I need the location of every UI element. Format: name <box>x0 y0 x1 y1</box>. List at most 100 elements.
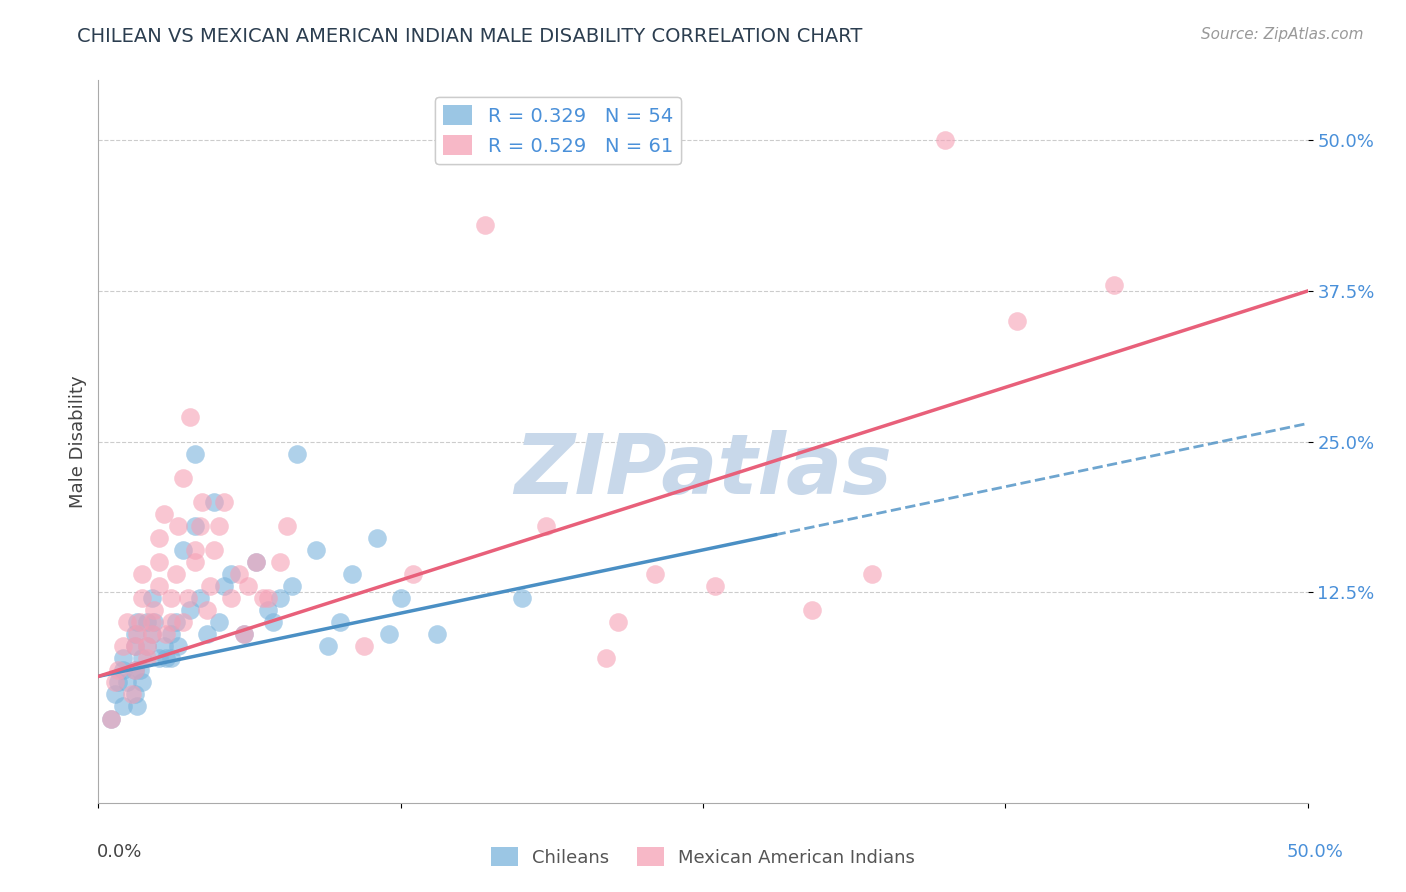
Point <box>141 627 163 641</box>
Point <box>221 591 243 606</box>
Point <box>148 555 170 569</box>
Point <box>131 567 153 582</box>
Point <box>107 675 129 690</box>
Point <box>204 542 226 557</box>
Point <box>141 615 163 630</box>
Point <box>426 627 449 641</box>
Point <box>117 675 139 690</box>
Point <box>179 410 201 425</box>
Point <box>128 664 150 678</box>
Point <box>124 687 146 701</box>
Point <box>155 651 177 665</box>
Point <box>285 447 308 461</box>
Point <box>121 687 143 701</box>
Point <box>860 567 883 582</box>
Point <box>124 639 146 653</box>
Point <box>377 627 399 641</box>
Point <box>177 591 200 606</box>
Point <box>198 579 221 593</box>
Point <box>111 639 134 653</box>
Point <box>131 675 153 690</box>
Point <box>131 591 153 606</box>
Point <box>212 494 235 508</box>
Point <box>607 615 630 630</box>
Point <box>165 615 187 630</box>
Point <box>208 615 231 630</box>
Point <box>366 531 388 545</box>
Point <box>534 519 557 533</box>
Point <box>208 519 231 533</box>
Text: ZIPatlas: ZIPatlas <box>515 430 891 511</box>
Point <box>184 555 207 569</box>
Point <box>111 699 134 714</box>
Point <box>800 603 823 617</box>
Point <box>135 615 157 630</box>
Point <box>232 627 254 641</box>
Point <box>238 579 260 593</box>
Point <box>269 591 291 606</box>
Point <box>195 603 218 617</box>
Point <box>228 567 250 582</box>
Point <box>135 639 157 653</box>
Point <box>212 579 235 593</box>
Point <box>143 615 166 630</box>
Point <box>316 639 339 653</box>
Point <box>1102 278 1125 293</box>
Point <box>184 542 207 557</box>
Point <box>934 133 956 147</box>
Point <box>100 712 122 726</box>
Point <box>1007 314 1029 328</box>
Point <box>252 591 274 606</box>
Point <box>117 615 139 630</box>
Point <box>204 494 226 508</box>
Text: CHILEAN VS MEXICAN AMERICAN INDIAN MALE DISABILITY CORRELATION CHART: CHILEAN VS MEXICAN AMERICAN INDIAN MALE … <box>77 27 863 45</box>
Point <box>165 567 187 582</box>
Point <box>128 615 150 630</box>
Point <box>221 567 243 582</box>
Point <box>389 591 412 606</box>
Point <box>135 651 157 665</box>
Point <box>127 615 149 630</box>
Point <box>245 555 267 569</box>
Point <box>104 687 127 701</box>
Y-axis label: Male Disability: Male Disability <box>69 376 87 508</box>
Point <box>111 651 134 665</box>
Point <box>141 627 163 641</box>
Point <box>124 664 146 678</box>
Point <box>184 519 207 533</box>
Point <box>135 639 157 653</box>
Point <box>152 507 174 521</box>
Point <box>148 651 170 665</box>
Point <box>104 675 127 690</box>
Point <box>188 591 211 606</box>
Point <box>188 519 211 533</box>
Point <box>155 627 177 641</box>
Point <box>148 579 170 593</box>
Point <box>704 579 727 593</box>
Point <box>124 639 146 653</box>
Point <box>152 639 174 653</box>
Point <box>127 627 149 641</box>
Point <box>474 218 496 232</box>
Point <box>160 627 183 641</box>
Point <box>124 627 146 641</box>
Point <box>305 542 328 557</box>
Legend: Chileans, Mexican American Indians: Chileans, Mexican American Indians <box>484 840 922 874</box>
Text: 50.0%: 50.0% <box>1286 843 1343 861</box>
Point <box>148 531 170 545</box>
Point <box>172 471 194 485</box>
Point <box>402 567 425 582</box>
Point <box>124 664 146 678</box>
Point <box>353 639 375 653</box>
Point <box>143 603 166 617</box>
Point <box>191 494 214 508</box>
Point <box>160 591 183 606</box>
Point <box>510 591 533 606</box>
Point <box>167 639 190 653</box>
Point <box>127 699 149 714</box>
Point <box>167 519 190 533</box>
Point <box>107 664 129 678</box>
Legend: R = 0.329   N = 54, R = 0.529   N = 61: R = 0.329 N = 54, R = 0.529 N = 61 <box>434 97 681 163</box>
Point <box>269 555 291 569</box>
Point <box>276 519 298 533</box>
